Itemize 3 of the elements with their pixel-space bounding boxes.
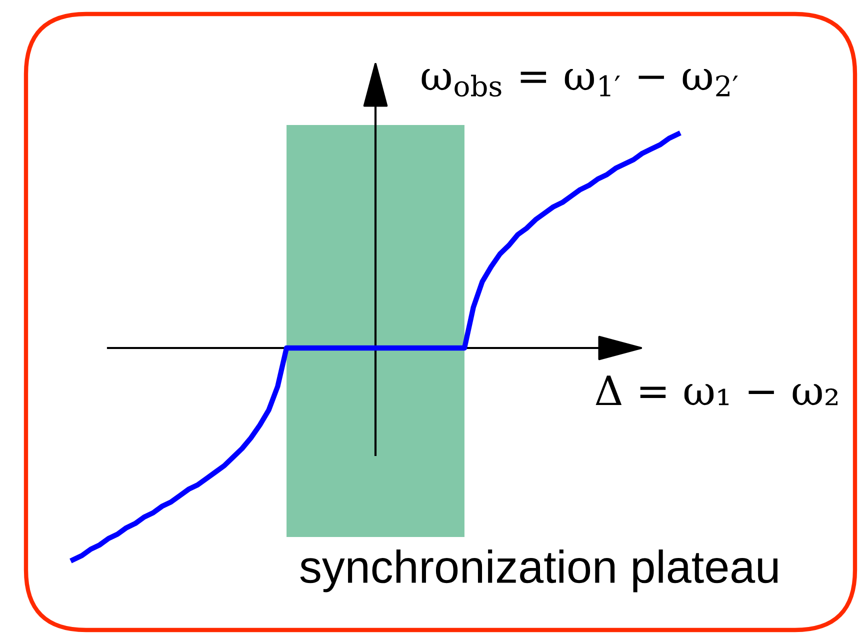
x-axis-title: Δ = ω₁ − ω₂ bbox=[596, 376, 838, 406]
annotation: synchronization plateau bbox=[300, 550, 778, 592]
y-axis-title: ω$_{obs}$ = ω$_{1′}$ − ω$_{2′}$ bbox=[422, 69, 738, 97]
